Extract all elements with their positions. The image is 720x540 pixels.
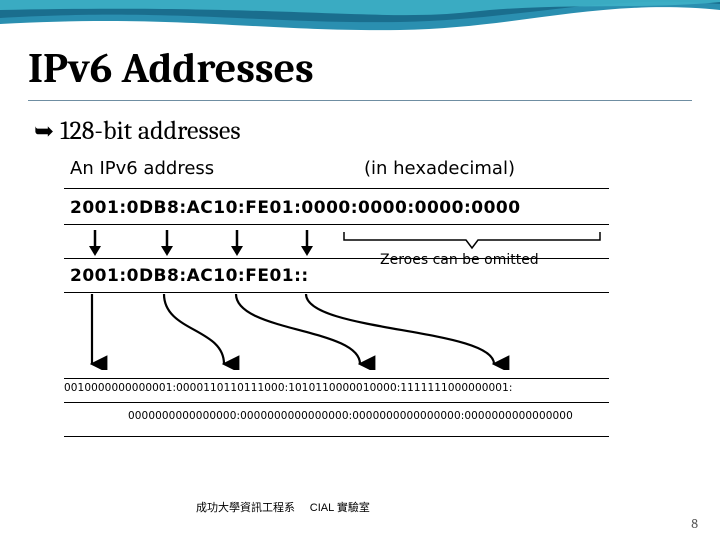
diagram-header-right: (in hexadecimal)	[364, 158, 515, 179]
footer-lab: CIAL 實驗室	[310, 502, 370, 514]
ipv6-hex-short: 2001:0DB8:AC10:FE01::	[70, 266, 309, 286]
wave-dark	[0, 0, 720, 22]
footer-affiliation: 成功大學資訊工程系 CIAL 實驗室	[196, 499, 370, 515]
title-underline	[28, 100, 692, 101]
mapping-arrow	[306, 294, 494, 364]
separator-line	[64, 378, 609, 379]
separator-line	[64, 402, 609, 403]
arrow-down-icon	[160, 230, 174, 256]
separator-line	[64, 436, 609, 437]
ipv6-diagram: An IPv6 address (in hexadecimal) 2001:0D…	[64, 158, 609, 468]
arrow-down-icon	[88, 230, 102, 256]
bullet-arrow-icon: ➥	[34, 117, 54, 145]
arrow-down-icon	[300, 230, 314, 256]
binary-line-2: 0000000000000000:0000000000000000:000000…	[128, 410, 573, 422]
diagram-header-left: An IPv6 address	[70, 158, 214, 179]
wave-light	[0, 0, 720, 15]
wave-under	[0, 0, 720, 30]
ipv6-hex-full: 2001:0DB8:AC10:FE01:0000:0000:0000:0000	[70, 198, 521, 218]
bullet-item: ➥ 128-bit addresses	[34, 116, 241, 146]
mapping-arrow	[164, 294, 224, 364]
slide-title: IPv6 Addresses	[28, 44, 314, 93]
bullet-text: 128-bit addresses	[60, 116, 240, 146]
omission-note: Zeroes can be omitted	[380, 252, 539, 268]
binary-line-1: 0010000000000001:0000110110111000:101011…	[64, 382, 513, 394]
separator-line	[64, 188, 609, 189]
bracket-icon	[342, 230, 607, 252]
footer-dept: 成功大學資訊工程系	[196, 502, 295, 514]
separator-line	[64, 224, 609, 225]
page-number: 8	[691, 515, 698, 532]
mapping-arrow	[236, 294, 360, 364]
mapping-curves	[64, 292, 609, 370]
arrow-down-icon	[230, 230, 244, 256]
